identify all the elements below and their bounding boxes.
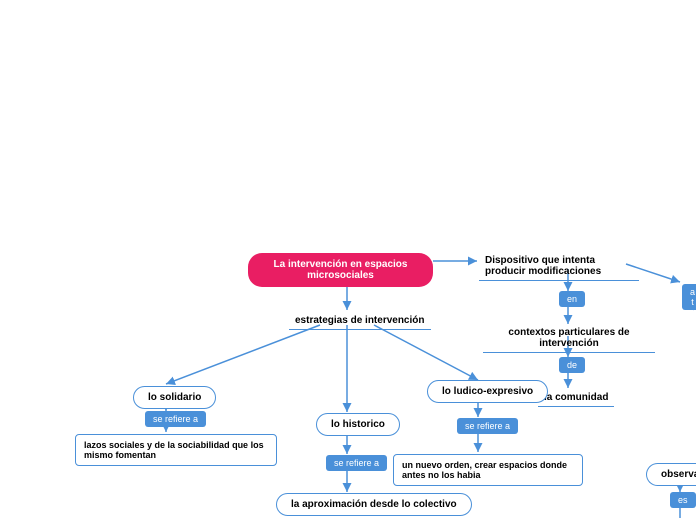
node-comunidad[interactable]: la comunidad	[538, 389, 614, 407]
node-dispositivo[interactable]: Dispositivo que intenta producir modific…	[479, 252, 639, 281]
tag-en: en	[559, 291, 585, 307]
tag-at: a t	[682, 284, 696, 310]
node-nuevo-orden[interactable]: un nuevo orden, crear espacios donde ant…	[393, 454, 583, 486]
root-node[interactable]: La intervención en espacios microsociale…	[248, 253, 433, 287]
node-estrategias[interactable]: estrategias de intervención	[289, 312, 431, 330]
tag-se-refiere-3: se refiere a	[457, 418, 518, 434]
node-ludico[interactable]: lo ludico-expresivo	[427, 380, 548, 403]
node-historico[interactable]: lo historico	[316, 413, 400, 436]
tag-es: es	[670, 492, 696, 508]
node-solidario[interactable]: lo solidario	[133, 386, 216, 409]
tag-se-refiere-1: se refiere a	[145, 411, 206, 427]
node-aproximacion[interactable]: la aproximación desde lo colectivo	[276, 493, 472, 516]
tag-de: de	[559, 357, 585, 373]
node-lazos[interactable]: lazos sociales y de la sociabilidad que …	[75, 434, 277, 466]
node-contextos[interactable]: contextos particulares de intervención	[483, 324, 655, 353]
tag-se-refiere-2: se refiere a	[326, 455, 387, 471]
node-observacion[interactable]: observació	[646, 463, 696, 486]
